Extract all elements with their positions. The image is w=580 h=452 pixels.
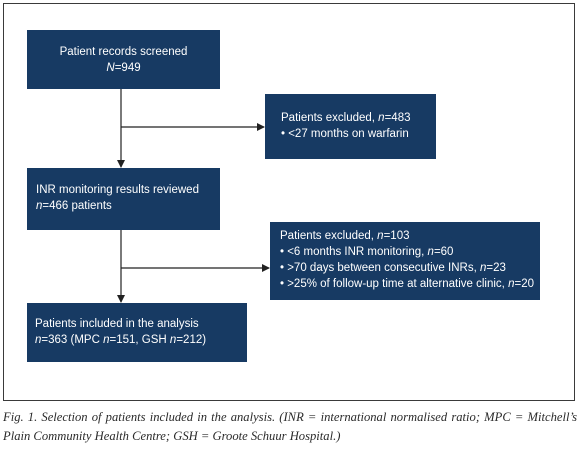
exclusion-bullet: • <6 months INR monitoring, n=60 [280,246,454,258]
box-count: n=466 patients [36,200,112,212]
exclusion-bullet: • >70 days between consecutive INRs, n=2… [280,262,506,274]
box-patients-included: Patients included in the analysis n=363 … [27,303,247,362]
box-title: Patients excluded, n=103 [280,230,410,242]
box-patients-excluded-2: Patients excluded, n=103 • <6 months INR… [270,222,540,300]
figure-frame [3,3,575,401]
box-records-screened: Patient records screened N=949 [27,30,220,89]
box-title: Patients included in the analysis [35,318,199,330]
box-title: Patients excluded, n=483 [281,112,411,124]
box-count: N=949 [106,62,141,74]
exclusion-bullet: • >25% of follow-up time at alternative … [280,278,534,290]
box-patients-excluded-1: Patients excluded, n=483 • <27 months on… [265,94,436,159]
box-title: Patient records screened [59,46,188,58]
box-count: n=363 (MPC n=151, GSH n=212) [35,334,207,346]
figure-caption: Fig. 1. Selection of patients included i… [3,410,577,443]
box-title: INR monitoring results reviewed [36,184,199,196]
exclusion-bullet: • <27 months on warfarin [281,128,409,140]
box-inr-results-reviewed: INR monitoring results reviewed n=466 pa… [27,168,220,230]
